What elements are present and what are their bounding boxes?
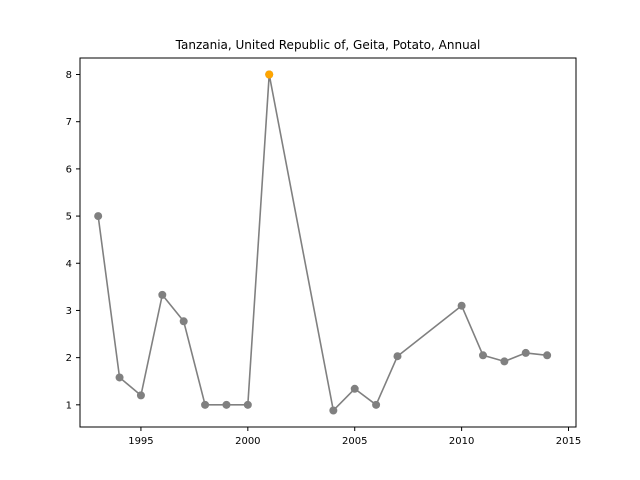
data-point: [543, 351, 552, 360]
x-tick-label: 2005: [342, 436, 367, 447]
data-point: [521, 348, 530, 357]
plot-area: 1995 2000 2005 2010 2015 1 2 3 4 5 6 7 8: [66, 70, 582, 447]
y-tick-label: 7: [66, 117, 72, 128]
y-tick-label: 6: [66, 164, 72, 175]
data-point: [94, 212, 103, 221]
y-tick-label: 2: [66, 353, 72, 364]
data-point: [243, 400, 252, 409]
data-point: [115, 373, 124, 382]
x-tick-label: 2015: [556, 436, 581, 447]
y-tick-label: 4: [66, 259, 72, 270]
data-point: [479, 351, 487, 360]
data-point: [179, 317, 188, 326]
x-tick-label: 2000: [235, 436, 260, 447]
data-point: [136, 391, 145, 400]
chart-title: Tanzania, United Republic of, Geita, Pot…: [175, 38, 481, 52]
highlighted-data-point: [265, 70, 274, 79]
data-point: [393, 352, 402, 361]
data-point: [222, 400, 231, 409]
x-tick-label: 1995: [128, 436, 153, 447]
y-tick-label: 8: [66, 70, 72, 81]
data-point: [201, 400, 210, 409]
data-point: [350, 384, 359, 393]
y-tick-label: 3: [66, 306, 72, 317]
data-point: [158, 290, 167, 299]
data-point: [500, 357, 509, 366]
axes-frame: [79, 57, 577, 428]
x-tick-label: 2010: [449, 436, 474, 447]
y-tick-label: 5: [66, 212, 72, 223]
data-point: [457, 301, 466, 310]
data-point: [329, 406, 338, 415]
data-point: [372, 400, 381, 409]
y-tick-label: 1: [66, 400, 72, 411]
